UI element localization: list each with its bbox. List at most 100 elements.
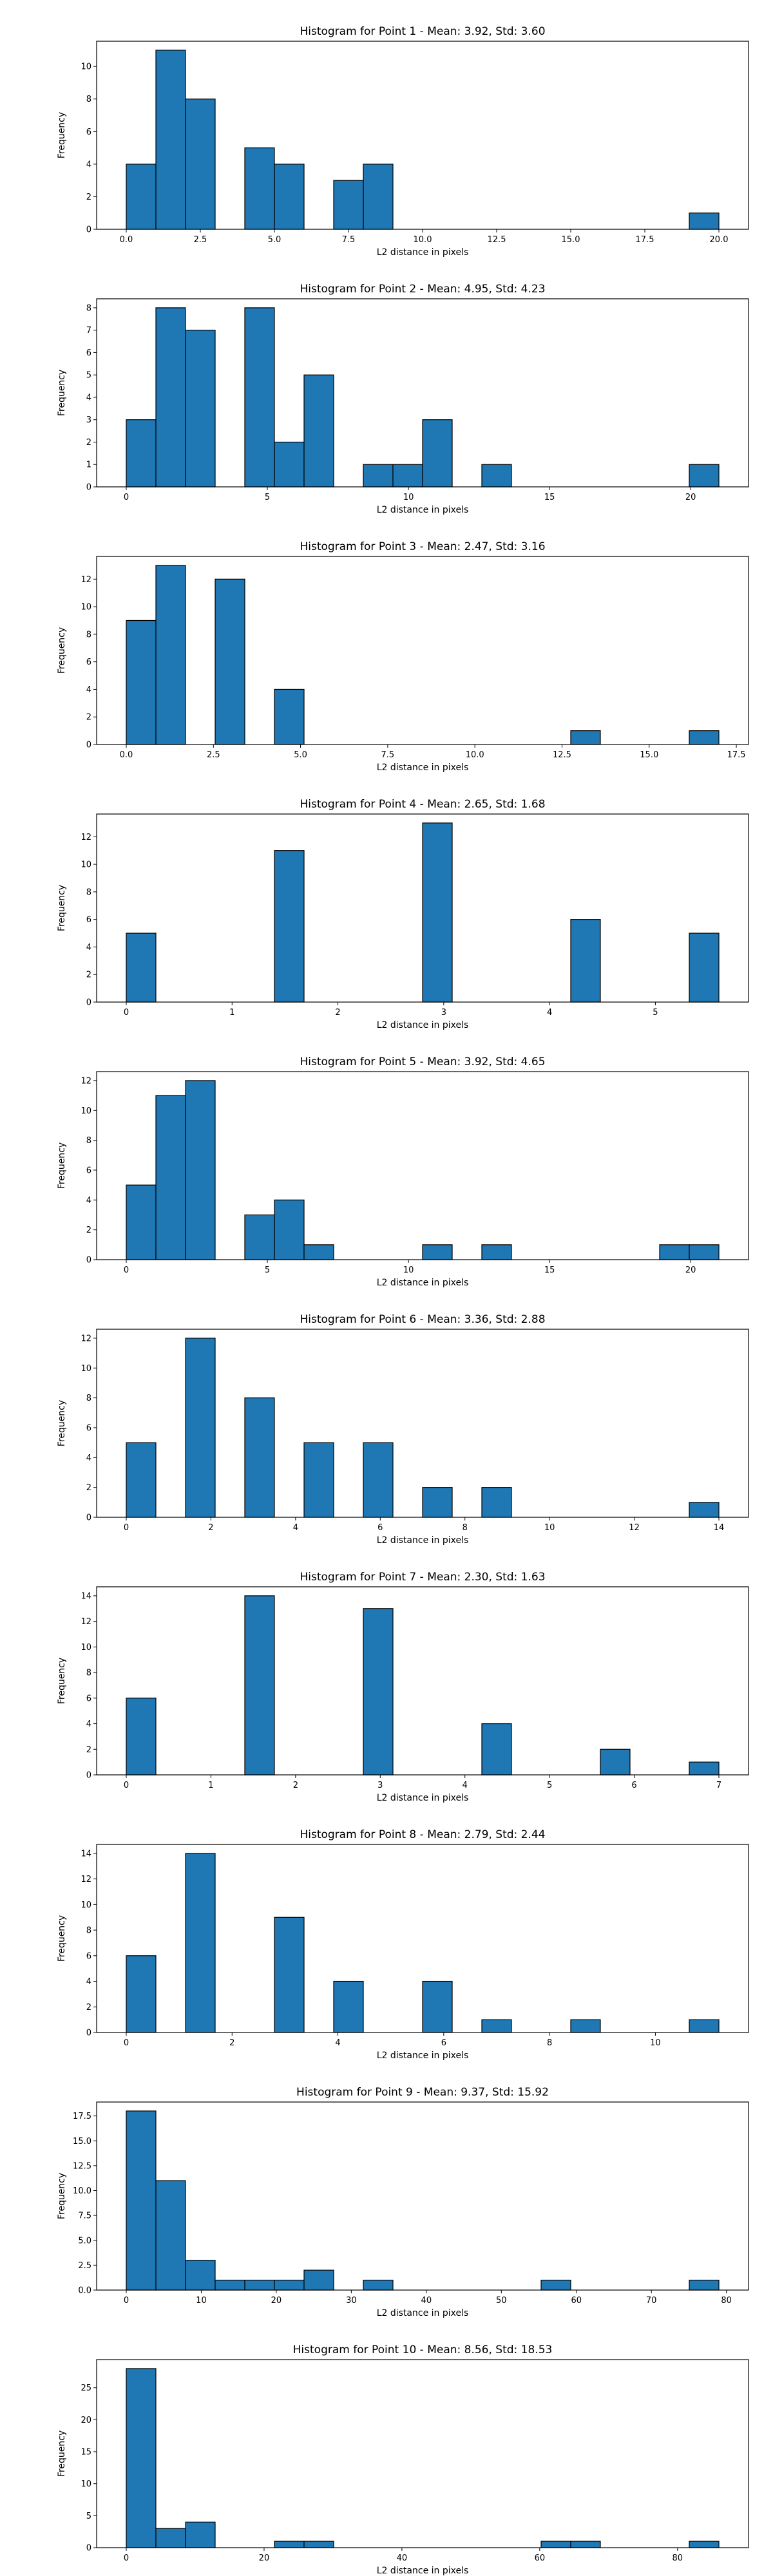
x-tick-label: 80 [673,2553,683,2563]
chart-title: Histogram for Point 1 - Mean: 3.92, Std:… [300,25,545,38]
histogram-bar [155,1095,186,1260]
y-axis-label: Frequency [57,1142,67,1189]
x-tick-label: 6 [441,2038,446,2048]
y-axis-label: Frequency [57,1400,67,1446]
x-tick-label: 15 [544,1265,555,1275]
histogram-bar [126,1698,157,1776]
histogram-bar [185,2260,216,2291]
x-tick-label: 0 [124,1008,129,1018]
histogram-bar [540,2279,571,2291]
x-tick-label: 2 [293,1781,298,1790]
chart-title: Histogram for Point 10 - Mean: 8.56, Std… [293,2344,553,2356]
x-tick-label: 20 [271,2296,282,2306]
chart-1: Histogram for Point 1 - Mean: 3.92, Std:… [57,25,749,258]
histogram-bar [126,620,157,745]
x-tick-label: 15 [544,493,555,502]
x-tick-label: 0 [124,1523,129,1533]
histogram-bar [570,730,601,745]
histogram-bar [244,147,275,230]
y-axis-label: Frequency [57,112,67,158]
histogram-bar [274,2541,305,2548]
histogram-bar [274,688,305,745]
y-tick-label: 0 [86,1513,91,1523]
x-axis-label: L2 distance in pixels [377,762,469,773]
histogram-bar [303,2541,334,2548]
histogram-bar [363,1608,394,1776]
histogram-bar [155,50,186,230]
histogram-bar [126,2110,157,2291]
x-tick-label: 17.5 [727,750,746,760]
y-tick-label: 4 [86,1977,91,1987]
histogram-bar [570,2541,601,2548]
y-tick-label: 5 [86,371,91,381]
y-axis-label: Frequency [57,370,67,416]
y-tick-label: 10 [81,1364,91,1374]
histogram-bar [185,99,216,230]
x-tick-label: 3 [441,1008,446,1018]
histogram-bar [185,1853,216,2033]
y-tick-label: 2 [86,1226,91,1235]
chart-title: Histogram for Point 4 - Mean: 2.65, Std:… [300,798,545,811]
chart-title: Histogram for Point 2 - Mean: 4.95, Std:… [300,283,545,296]
y-tick-label: 12.5 [73,2161,91,2171]
histogram-bar [600,1748,631,1776]
histogram-bar [689,1502,720,1518]
x-tick-label: 0.0 [120,235,133,245]
y-tick-label: 12 [81,575,91,585]
y-tick-label: 0 [86,483,91,493]
histogram-bar [540,2541,571,2548]
y-tick-label: 10.0 [73,2186,91,2196]
histogram-bar [185,330,216,488]
x-axis-label: L2 distance in pixels [377,2566,469,2576]
x-tick-label: 5 [265,493,270,502]
y-tick-label: 10 [81,62,91,72]
histogram-bar [244,2279,275,2291]
x-tick-label: 40 [421,2296,432,2306]
x-tick-label: 1 [208,1781,213,1790]
y-tick-label: 0 [86,1771,91,1781]
x-tick-label: 2 [229,2038,234,2048]
histogram-bar [126,933,157,1003]
y-tick-label: 8 [86,1394,91,1403]
x-axis-label: L2 distance in pixels [377,1793,469,1803]
x-tick-label: 2 [208,1523,213,1533]
histogram-bar [392,464,423,488]
x-tick-label: 30 [346,2296,357,2306]
histogram-bar [126,419,157,488]
histogram-bar [333,1980,364,2033]
histogram-bar [303,2269,334,2291]
x-tick-label: 7 [716,1781,721,1790]
y-tick-label: 0 [86,1256,91,1265]
y-tick-label: 8 [86,630,91,639]
histogram-bar [126,164,157,230]
y-tick-label: 0 [86,225,91,235]
x-tick-label: 60 [571,2296,582,2306]
plot-frame [96,1586,749,1776]
x-tick-label: 14 [714,1523,725,1533]
x-axis-label: L2 distance in pixels [377,2308,469,2318]
histogram-bar [244,307,275,488]
y-tick-label: 20 [81,2416,91,2425]
y-tick-label: 15 [81,2448,91,2458]
histogram-bar [303,1442,334,1518]
y-tick-label: 12 [81,833,91,842]
histogram-bar [244,1214,275,1260]
y-tick-label: 14 [81,1591,91,1601]
histogram-bar [481,1723,512,1776]
y-tick-label: 8 [86,95,91,104]
chart-4: Histogram for Point 4 - Mean: 2.65, Std:… [57,798,749,1030]
y-tick-label: 12 [81,1617,91,1627]
y-axis-label: Frequency [57,627,67,674]
y-tick-label: 10 [81,1106,91,1116]
x-tick-label: 10.0 [466,750,484,760]
x-tick-label: 2.5 [194,235,207,245]
x-tick-label: 0 [124,2038,129,2048]
x-tick-label: 0 [124,2553,129,2563]
y-tick-label: 6 [86,128,91,137]
histogram-bar [481,1244,512,1260]
histogram-bar [274,441,305,488]
plot-frame [96,2359,749,2548]
x-tick-label: 5 [265,1265,270,1275]
y-tick-label: 12 [81,1875,91,1884]
chart-title: Histogram for Point 7 - Mean: 2.30, Std:… [300,1571,545,1584]
